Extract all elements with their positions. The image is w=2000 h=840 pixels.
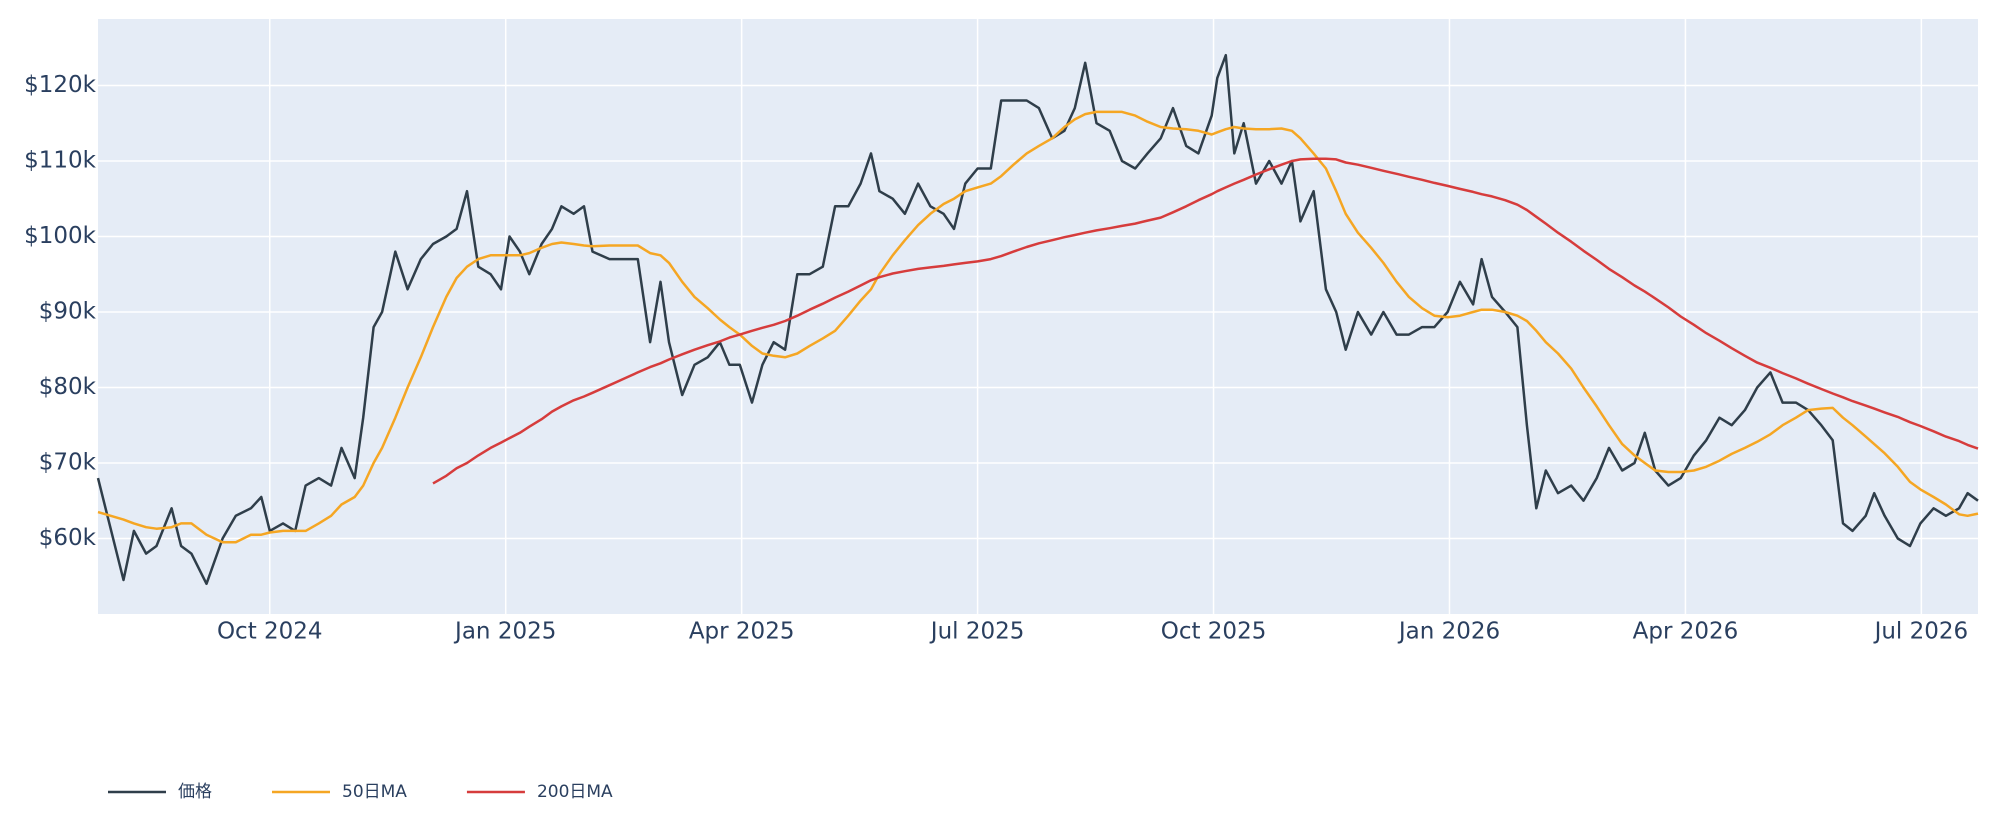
legend-label[interactable]: 200日MA: [537, 782, 613, 802]
y-tick-label: $100k: [24, 223, 97, 249]
series-line: [96, 53, 1979, 586]
x-tick-label: Apr 2025: [689, 619, 795, 645]
x-tick-label: Jul 2026: [1873, 619, 1969, 645]
x-tick-label: Jan 2025: [453, 619, 556, 645]
series-line: [97, 110, 1979, 544]
legend-label[interactable]: 50日MA: [342, 782, 407, 802]
y-tick-label: $60k: [39, 525, 97, 551]
x-tick-label: Oct 2024: [217, 619, 323, 645]
x-tick-label: Jan 2026: [1397, 619, 1500, 645]
y-tick-label: $120k: [24, 72, 97, 98]
x-tick-label: Jul 2025: [929, 619, 1025, 645]
legend-label[interactable]: 価格: [178, 782, 212, 802]
y-tick-label: $110k: [24, 147, 97, 173]
y-tick-label: $90k: [39, 298, 97, 324]
y-tick-label: $70k: [39, 449, 97, 475]
x-tick-label: Apr 2026: [1633, 619, 1739, 645]
y-tick-label: $80k: [39, 374, 97, 400]
series-line: [432, 157, 1979, 485]
plot-area: [98, 19, 1978, 614]
x-tick-label: Oct 2025: [1161, 619, 1267, 645]
